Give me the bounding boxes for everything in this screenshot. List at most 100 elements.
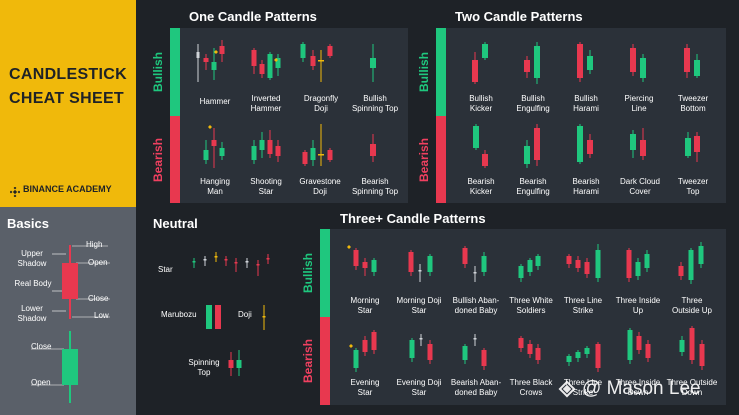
candle [251, 48, 257, 74]
candle [577, 124, 583, 164]
candle [206, 305, 212, 329]
candle [228, 352, 234, 376]
candle [587, 134, 593, 158]
candle [524, 140, 530, 168]
candle [518, 336, 524, 352]
candle [236, 350, 242, 376]
candle [679, 336, 685, 356]
candle [262, 305, 266, 330]
brand-title-line2: CHEAT SHEET [9, 90, 125, 107]
candle [371, 330, 377, 354]
pattern-label: Hanging Man [200, 177, 230, 196]
pattern-label: Piercing Line [624, 94, 654, 113]
one-bear-bar [170, 116, 180, 203]
candle [353, 248, 359, 270]
pattern-label: Bullish Aban- doned Baby [452, 296, 500, 315]
pattern-label: Bearish Aban- doned Baby [450, 378, 502, 397]
candle [535, 254, 541, 270]
candle [524, 56, 530, 78]
three-bear-bar [320, 317, 330, 405]
candle [527, 340, 533, 358]
pattern-label: Three Inside Down [615, 378, 661, 397]
candle [584, 258, 590, 278]
basics-panel: Basics Upper Shadow Real Body Lower Shad… [0, 207, 136, 415]
candle [203, 54, 209, 70]
candle [192, 258, 196, 268]
pattern-label: Shooting Star [250, 177, 282, 196]
candle [635, 258, 641, 280]
candle [267, 130, 273, 158]
two-bull-bar [436, 28, 446, 116]
pattern-label: Bullish Spinning Top [351, 94, 399, 113]
low-label: Low [94, 311, 109, 320]
candle [595, 342, 601, 372]
two-bear-bar [436, 116, 446, 203]
candle [472, 52, 478, 84]
pattern-label: Three White Soldiers [509, 296, 553, 315]
pattern-label: Dark Cloud Cover [619, 177, 660, 196]
pattern-label: Bullish Engulfing [516, 94, 550, 113]
pattern-label: Morning Doji Star [396, 296, 442, 315]
candle [208, 125, 212, 129]
candle [698, 242, 704, 268]
candle [689, 326, 695, 364]
three-candle-panel [320, 229, 726, 405]
candle [462, 246, 468, 268]
marubozu-label: Marubozu [161, 310, 197, 319]
brand-academy: BINANCE ACADEMY [23, 184, 112, 194]
pattern-label: Bearish Engulfing [516, 177, 550, 196]
candle [473, 334, 477, 346]
three-candle-title: Three+ Candle Patterns [340, 211, 486, 226]
pattern-label: Three Black Crows [509, 378, 553, 397]
basics-diagram [31, 245, 110, 403]
upper-shadow-label: Upper Shadow [17, 249, 47, 268]
candle [318, 50, 324, 82]
candle [370, 134, 376, 162]
pattern-label: Bullish Kicker [469, 94, 493, 113]
candle [626, 248, 632, 282]
close-label-red: Close [88, 294, 109, 303]
pattern-label: Bearish Kicker [467, 177, 495, 196]
candle [251, 140, 257, 164]
candle [419, 334, 423, 346]
pattern-label: Three Line Strike [563, 378, 603, 397]
candle [595, 244, 601, 282]
candle [527, 258, 533, 276]
candle [310, 140, 316, 166]
candle [224, 256, 228, 266]
brand-block: CANDLESTICK CHEAT SHEET BINANCE ACADEMY [0, 0, 136, 207]
candle [534, 42, 540, 84]
candle [318, 124, 324, 166]
candle [219, 40, 225, 62]
candle [418, 264, 422, 282]
pattern-label: Tweezer Top [677, 177, 709, 196]
candle [203, 140, 209, 164]
candle [211, 48, 217, 80]
candle [473, 124, 479, 150]
candle [534, 124, 540, 166]
candle [694, 54, 700, 78]
pattern-label: Hammer [199, 97, 231, 106]
candle [685, 132, 691, 158]
candle [300, 42, 306, 62]
candle [275, 140, 281, 162]
candle [196, 44, 200, 82]
candle [630, 130, 636, 158]
candle [347, 245, 351, 249]
candle [327, 44, 333, 58]
neutral-title: Neutral [153, 216, 198, 231]
candle [566, 254, 572, 268]
candle [274, 58, 278, 62]
candle [408, 250, 414, 276]
candle [203, 256, 207, 266]
pattern-label: Bearish Spinning Top [351, 177, 399, 196]
star-label: Star [158, 265, 173, 274]
candle [362, 258, 368, 276]
candle [370, 44, 376, 82]
lower-shadow-label: Lower Shadow [17, 304, 47, 323]
candle [482, 42, 488, 60]
candle [644, 250, 650, 272]
pattern-label: Inverted Hammer [250, 94, 282, 113]
